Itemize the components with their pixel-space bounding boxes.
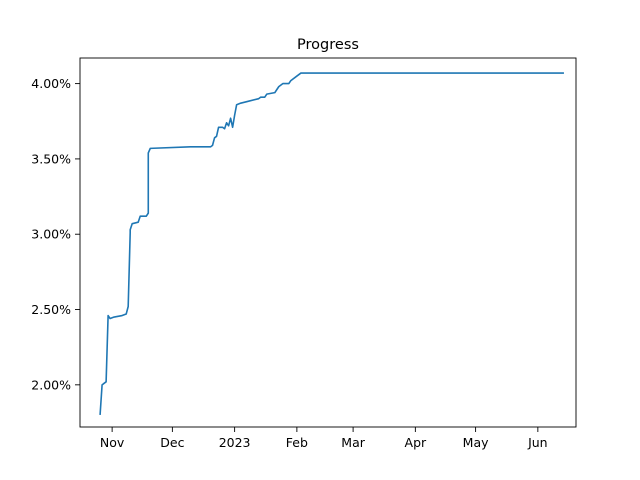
- x-tick-label: Feb: [286, 435, 308, 450]
- y-tick-label: 3.00%: [31, 227, 71, 242]
- x-tick-label: May: [463, 435, 489, 450]
- x-tick-label: Nov: [100, 435, 125, 450]
- plot-area-frame: [79, 57, 577, 428]
- series-line: [99, 72, 564, 416]
- series-group: [99, 72, 564, 416]
- x-tick-label: Dec: [160, 435, 184, 450]
- y-axis-ticks: 2.00% 2.50% 3.00% 3.50% 4.00%: [31, 76, 80, 392]
- x-tick-label: 2023: [219, 435, 251, 450]
- y-tick-label: 2.00%: [31, 377, 71, 392]
- y-tick-label: 2.50%: [31, 302, 71, 317]
- y-tick-label: 3.50%: [31, 151, 71, 166]
- y-tick-label: 4.00%: [31, 76, 71, 91]
- x-tick-label: Mar: [341, 435, 365, 450]
- x-tick-label: Jun: [527, 435, 548, 450]
- chart-title: Progress: [297, 37, 359, 53]
- x-axis-ticks: Nov Dec 2023 Feb Mar Apr May Jun: [100, 427, 548, 450]
- x-tick-label: Apr: [405, 435, 427, 450]
